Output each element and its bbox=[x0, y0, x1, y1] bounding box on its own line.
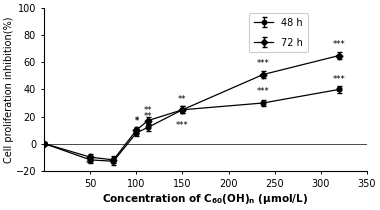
Text: **: ** bbox=[86, 160, 95, 169]
Text: ***: *** bbox=[176, 121, 189, 130]
Legend: 48 h, 72 h: 48 h, 72 h bbox=[249, 13, 308, 52]
Text: **: ** bbox=[178, 95, 187, 104]
Text: ***: *** bbox=[256, 87, 269, 96]
Text: *: * bbox=[111, 159, 116, 168]
Text: ***: *** bbox=[332, 75, 345, 84]
Text: ***: *** bbox=[256, 59, 269, 68]
Text: **: ** bbox=[144, 112, 152, 121]
Text: ***: *** bbox=[332, 40, 345, 49]
Text: **: ** bbox=[144, 106, 152, 115]
X-axis label: Concentration of $\mathbf{C_{60}(OH)_n}$ $\mathbf{(\mu mol/L)}$: Concentration of $\mathbf{C_{60}(OH)_n}$… bbox=[103, 192, 309, 206]
Text: *: * bbox=[134, 117, 139, 126]
Y-axis label: Cell proliferation inhibition(%): Cell proliferation inhibition(%) bbox=[4, 16, 14, 163]
Text: *: * bbox=[134, 116, 139, 125]
